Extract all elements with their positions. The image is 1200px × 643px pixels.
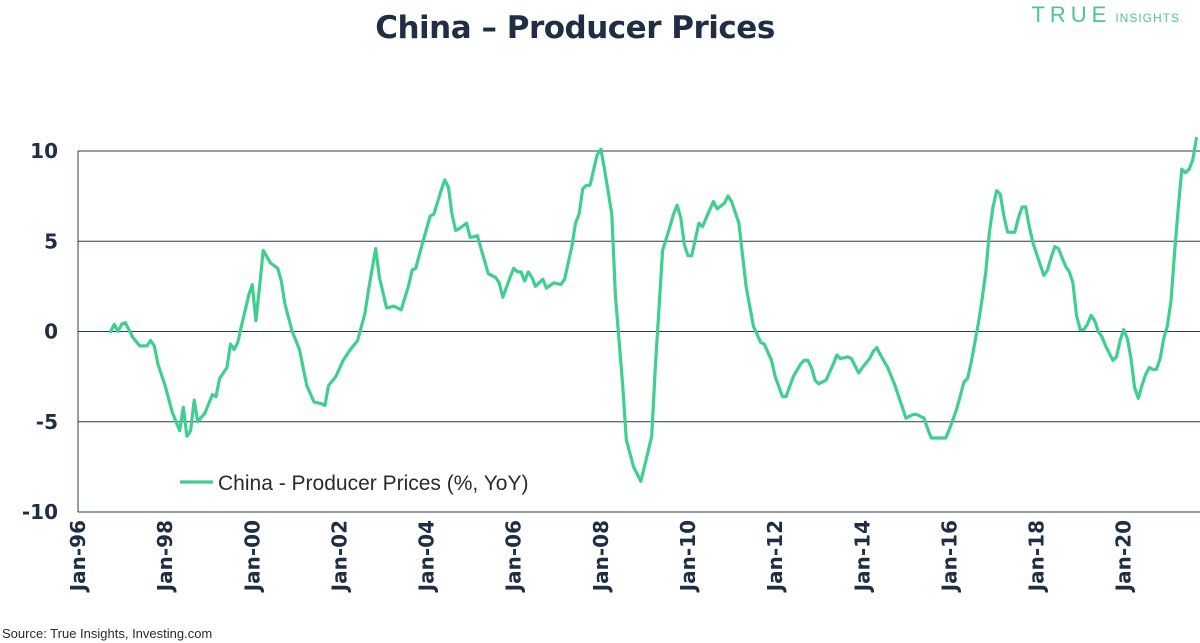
legend-label: China - Producer Prices (%, YoY) (218, 472, 528, 495)
x-tick-label: Jan-10 (676, 520, 700, 593)
chart-title: China – Producer Prices (375, 10, 775, 46)
true-insights-logo: TRUE INSIGHTS (1031, 2, 1180, 28)
x-tick-label: Jan-98 (153, 520, 177, 593)
x-tick-label: Jan-16 (937, 520, 961, 593)
y-tick-label: -10 (22, 500, 58, 524)
x-tick-label: Jan-02 (327, 520, 351, 593)
y-tick-label: -5 (36, 410, 58, 434)
x-tick-label: Jan-04 (415, 520, 439, 593)
logo-word-insights: INSIGHTS (1115, 11, 1180, 25)
x-tick-label: Jan-08 (589, 520, 613, 593)
source-note: Source: True Insights, Investing.com (2, 626, 213, 641)
x-tick-label: Jan-18 (1025, 520, 1049, 593)
x-tick-label: Jan-14 (850, 520, 874, 593)
y-tick-label: 0 (44, 320, 58, 344)
x-tick-label: Jan-20 (1112, 520, 1136, 593)
logo-word-true: TRUE (1031, 2, 1112, 27)
x-tick-label: Jan-06 (502, 520, 526, 593)
y-tick-label: 5 (44, 229, 58, 253)
x-tick-label: Jan-00 (240, 520, 264, 593)
y-tick-label: 10 (30, 139, 58, 163)
x-tick-label: Jan-96 (66, 520, 90, 593)
x-tick-label: Jan-12 (763, 520, 787, 593)
series-line (109, 136, 1198, 483)
